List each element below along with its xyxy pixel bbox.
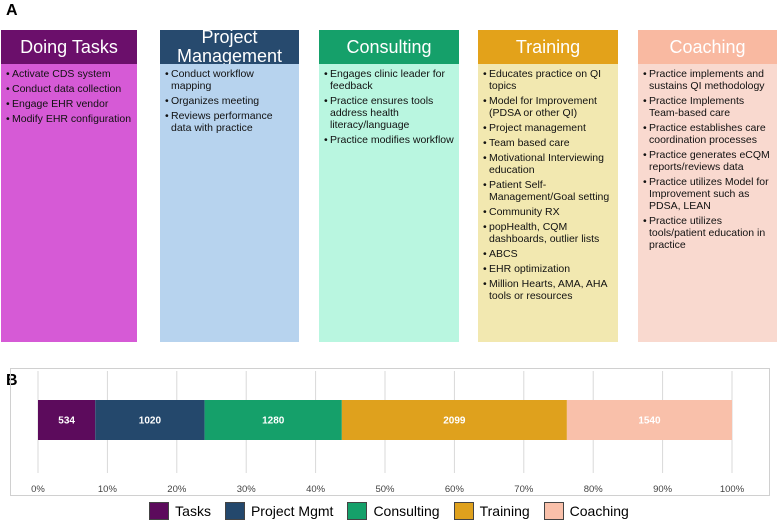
column-title: Doing Tasks	[1, 30, 137, 64]
list-item: Patient Self-Management/Goal setting	[483, 179, 614, 203]
legend-label: Tasks	[175, 503, 211, 519]
item-list: Engages clinic leader for feedback Pract…	[319, 64, 459, 146]
column-body: Engages clinic leader for feedback Pract…	[319, 64, 459, 342]
column-body: Activate CDS system Conduct data collect…	[1, 64, 137, 342]
panel-b-letter: B	[6, 372, 18, 389]
column-body: Educates practice on QI topics Model for…	[478, 64, 618, 342]
list-item: Practice Implements Team-based care	[643, 95, 773, 119]
list-item: Practice utilizes tools/patient educatio…	[643, 215, 773, 251]
x-tick-label: 0%	[31, 484, 45, 495]
list-item: Motivational Interviewing education	[483, 152, 614, 176]
x-tick-label: 90%	[653, 484, 673, 495]
legend-swatch	[453, 502, 474, 520]
list-item: Practice generates eCQM reports/reviews …	[643, 149, 773, 173]
x-tick-label: 60%	[445, 484, 465, 495]
x-tick-label: 80%	[584, 484, 604, 495]
legend-label: Consulting	[373, 503, 440, 519]
legend-label: Training	[479, 503, 530, 519]
item-list: Activate CDS system Conduct data collect…	[1, 64, 137, 125]
x-tick-label: 20%	[167, 484, 187, 495]
panel-a-letter: A	[6, 2, 18, 19]
legend-item: Tasks	[149, 502, 211, 520]
item-list: Educates practice on QI topics Model for…	[478, 64, 618, 302]
column-title: Coaching	[638, 30, 777, 64]
bar-segment-training	[341, 400, 567, 440]
bar-data-label: 1280	[262, 416, 285, 427]
list-item: Engage EHR vendor	[6, 98, 133, 110]
bar-data-label: 534	[58, 416, 75, 427]
bar-data-label: 2099	[443, 416, 466, 427]
legend-swatch	[224, 502, 245, 520]
column-body: Practice implements and sustains QI meth…	[638, 64, 777, 342]
list-item: Activate CDS system	[6, 68, 133, 80]
column-doing-tasks: Doing Tasks Activate CDS system Conduct …	[1, 30, 137, 342]
list-item: Modify EHR configuration	[6, 113, 133, 125]
legend-item: Project Mgmt	[224, 502, 334, 520]
legend-swatch	[543, 502, 564, 520]
column-project-management: Project Management Conduct workflow mapp…	[160, 28, 299, 342]
x-tick-label: 40%	[306, 484, 326, 495]
list-item: Practice utilizes Model for Improvement …	[643, 176, 773, 212]
legend-label: Project Mgmt	[250, 503, 334, 519]
item-list: Conduct workflow mapping Organizes meeti…	[160, 64, 299, 134]
x-tick-label: 30%	[237, 484, 257, 495]
bar-segment-consulting	[204, 400, 342, 440]
list-item: Model for Improvement (PDSA or other QI)	[483, 95, 614, 119]
x-tick-label: 100%	[720, 484, 745, 495]
bar-data-label: 1540	[638, 416, 661, 427]
stacked-bar-chart: 534 1020 1280 2099 1540 0% 10% 20% 30% 40% 50% 60%…	[31, 371, 745, 495]
bar-segment-project-mgmt	[95, 400, 205, 440]
legend-item: Training	[453, 502, 530, 520]
list-item: Project management	[483, 122, 614, 134]
list-item: Educates practice on QI topics	[483, 68, 614, 92]
list-item: Conduct data collection	[6, 83, 133, 95]
list-item: EHR optimization	[483, 263, 614, 275]
legend-swatch	[149, 502, 170, 520]
chart-legend: Tasks Project Mgmt Consulting Training Coach…	[0, 500, 778, 522]
list-item: Reviews performance data with practice	[165, 110, 295, 134]
legend-item: Consulting	[347, 502, 440, 520]
bar-data-label: 1020	[139, 416, 162, 427]
legend-swatch	[347, 502, 368, 520]
list-item: Team based care	[483, 137, 614, 149]
column-coaching: Coaching Practice implements and sustain…	[638, 30, 777, 342]
legend-item: Coaching	[543, 502, 629, 520]
column-consulting: Consulting Engages clinic leader for fee…	[319, 30, 459, 342]
column-title: Consulting	[319, 30, 459, 64]
bar-segment-tasks	[38, 400, 96, 440]
list-item: Community RX	[483, 206, 614, 218]
x-tick-label: 70%	[514, 484, 534, 495]
list-item: Practice establishes care coordination p…	[643, 122, 773, 146]
x-tick-label: 10%	[98, 484, 118, 495]
list-item: Engages clinic leader for feedback	[324, 68, 455, 92]
list-item: Practice modifies workflow	[324, 134, 455, 146]
legend-label: Coaching	[569, 503, 629, 519]
list-item: Organizes meeting	[165, 95, 295, 107]
column-body: Conduct workflow mapping Organizes meeti…	[160, 64, 299, 342]
column-training: Training Educates practice on QI topics …	[478, 30, 618, 342]
chart-frame: 534 1020 1280 2099 1540 0% 10% 20% 30% 40% 50% 60%…	[10, 368, 770, 496]
list-item: Practice ensures tools address health li…	[324, 95, 455, 131]
list-item: Practice implements and sustains QI meth…	[643, 68, 773, 92]
bar-segment-coaching	[566, 400, 732, 440]
list-item: Conduct workflow mapping	[165, 68, 295, 92]
x-tick-label: 50%	[375, 484, 395, 495]
item-list: Practice implements and sustains QI meth…	[638, 64, 777, 251]
list-item: popHealth, CQM dashboards, outlier lists	[483, 221, 614, 245]
list-item: Million Hearts, AMA, AHA tools or resour…	[483, 278, 614, 302]
column-title: Project Management	[160, 28, 299, 66]
column-title: Training	[478, 30, 618, 64]
list-item: ABCS	[483, 248, 614, 260]
